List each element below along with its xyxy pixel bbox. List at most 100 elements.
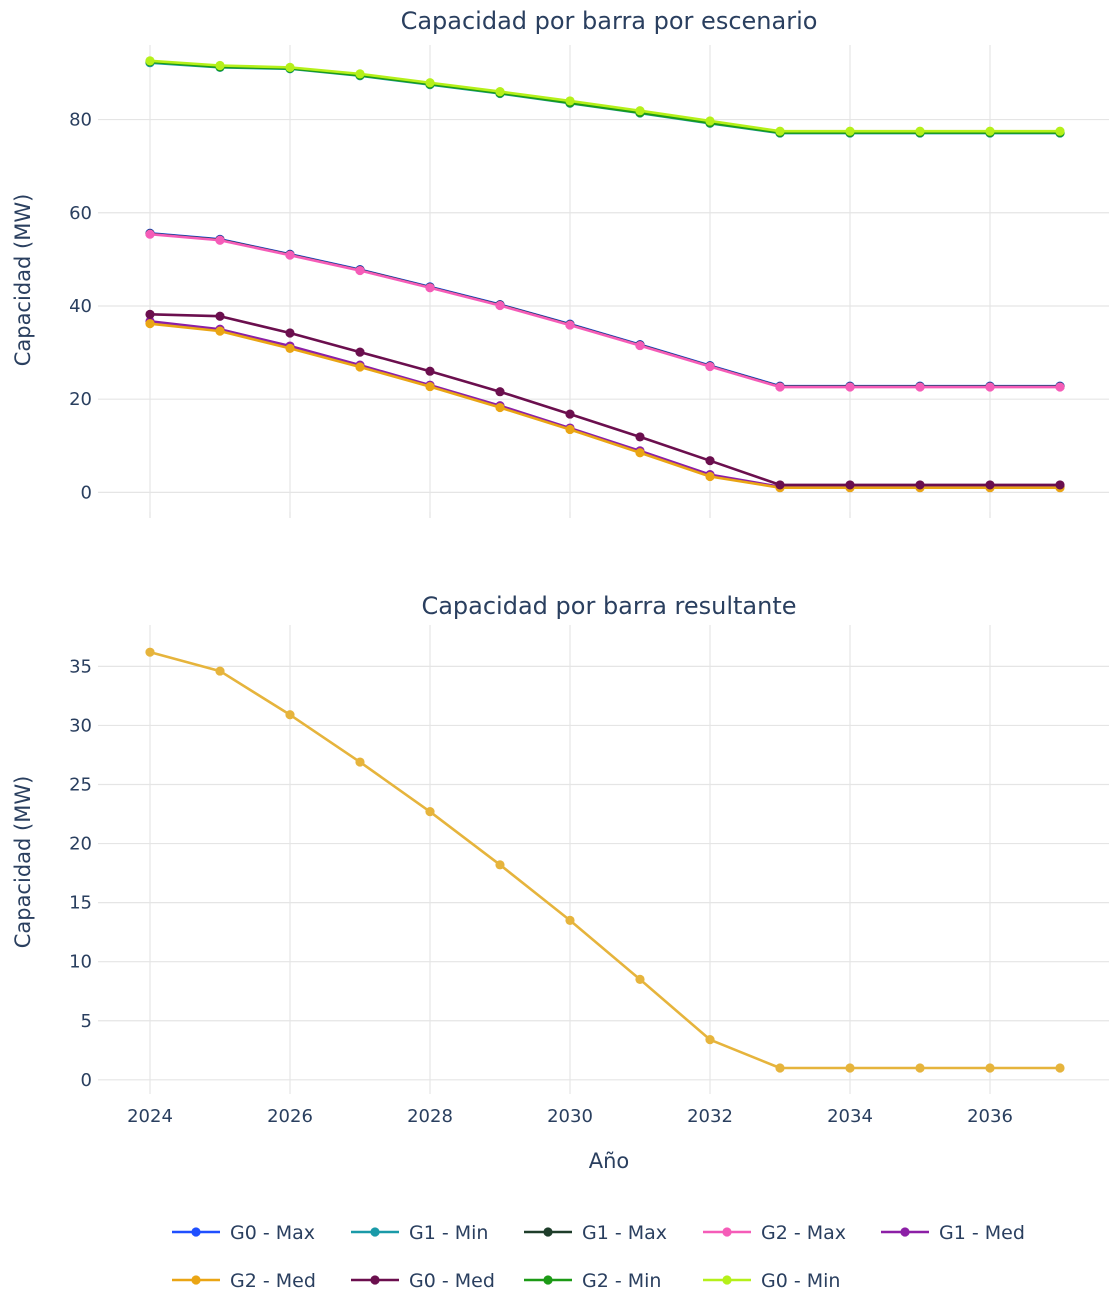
data-point — [635, 432, 645, 442]
y-tick-label: 40 — [69, 296, 92, 317]
data-point — [145, 309, 155, 319]
x-tick-label: 2036 — [967, 1106, 1013, 1127]
data-point — [425, 807, 435, 817]
data-point — [355, 362, 365, 372]
legend-item[interactable]: G0 - Med — [351, 1270, 495, 1292]
legend-item[interactable]: G2 - Min — [524, 1270, 661, 1292]
data-point — [915, 382, 925, 392]
data-point — [985, 382, 995, 392]
data-point — [425, 366, 435, 376]
data-point — [845, 382, 855, 392]
legend-swatch-marker — [191, 1227, 201, 1237]
legend-label: G2 - Max — [761, 1222, 846, 1244]
data-point — [285, 328, 295, 338]
data-point — [565, 915, 575, 925]
legend-label: G2 - Med — [230, 1270, 316, 1292]
x-tick-label: 2026 — [267, 1106, 313, 1127]
y-tick-label: 10 — [69, 952, 92, 973]
legend-swatch-marker — [543, 1275, 553, 1285]
legend-item[interactable]: G2 - Max — [703, 1222, 846, 1244]
legend-item[interactable]: G0 - Min — [703, 1270, 840, 1292]
legend-swatch-marker — [543, 1227, 553, 1237]
data-point — [705, 471, 715, 482]
data-point — [215, 235, 225, 245]
series-line — [149, 59, 1060, 133]
data-point — [775, 480, 785, 490]
data-point — [775, 1063, 785, 1073]
data-point — [845, 1063, 855, 1073]
y-axis-label: Capacidad (MW) — [11, 776, 35, 949]
legend-swatch-marker — [191, 1275, 201, 1285]
legend-item[interactable]: G2 - Med — [172, 1270, 316, 1292]
legend-label: G1 - Med — [939, 1222, 1025, 1244]
chart-scenarios: Capacidad por barra por escenario Capaci… — [11, 7, 1109, 518]
data-point — [285, 343, 295, 353]
data-point — [355, 265, 365, 276]
legend-item[interactable]: G0 - Max — [172, 1222, 315, 1244]
data-point — [985, 480, 995, 490]
legend-label: G0 - Max — [230, 1222, 315, 1244]
series-line — [149, 313, 1060, 487]
y-tick-label: 20 — [69, 834, 92, 855]
data-point — [1055, 1063, 1065, 1073]
data-point — [635, 974, 645, 985]
y-axis-label: Capacidad (MW) — [11, 194, 35, 367]
series-line — [149, 650, 1060, 1070]
x-tick-label: 2034 — [827, 1106, 873, 1127]
data-point — [145, 56, 155, 66]
data-point — [915, 480, 925, 490]
data-point — [145, 319, 155, 329]
data-point — [705, 361, 715, 372]
data-point — [425, 381, 435, 392]
chart-title: Capacidad por barra resultante — [421, 592, 796, 620]
series-line — [149, 322, 1060, 490]
data-point — [215, 311, 225, 321]
data-point — [145, 647, 155, 657]
y-tick-label: 0 — [81, 1070, 92, 1091]
data-point — [985, 1063, 995, 1073]
data-point — [565, 424, 575, 435]
data-point — [565, 96, 575, 106]
x-tick-label: 2028 — [407, 1106, 453, 1127]
x-tick-label: 2032 — [687, 1106, 733, 1127]
data-point — [495, 87, 505, 97]
data-point — [215, 666, 225, 676]
data-point — [915, 1063, 925, 1073]
legend-item[interactable]: G1 - Med — [881, 1222, 1025, 1244]
y-tick-label: 20 — [69, 389, 92, 410]
data-point — [985, 126, 995, 136]
data-point — [565, 320, 575, 330]
legend-label: G1 - Max — [582, 1222, 667, 1244]
legend-swatch-marker — [370, 1275, 380, 1285]
data-point — [635, 106, 645, 116]
y-tick-label: 35 — [69, 656, 92, 677]
x-tick-label: 2024 — [127, 1106, 173, 1127]
y-tick-label: 0 — [81, 482, 92, 503]
data-point — [1055, 126, 1065, 136]
legend-swatch-marker — [900, 1227, 910, 1237]
data-point — [635, 448, 645, 458]
legend-label: G1 - Min — [409, 1222, 488, 1244]
legend-label: G0 - Min — [761, 1270, 840, 1292]
legend-label: G2 - Min — [582, 1270, 661, 1292]
data-point — [845, 480, 855, 490]
data-point — [285, 62, 295, 72]
y-tick-label: 80 — [69, 110, 92, 131]
legend-item[interactable]: G1 - Max — [524, 1222, 667, 1244]
data-point — [355, 757, 365, 767]
data-point — [1055, 382, 1065, 392]
legend: G0 - Max G1 - Min G1 - Max G2 - Max G1 - Med… — [172, 1222, 1025, 1292]
chart-title: Capacidad por barra por escenario — [401, 7, 818, 35]
chart-result: Capacidad por barra resultante Capacidad… — [11, 592, 1109, 1173]
data-point — [285, 710, 295, 720]
data-point — [565, 409, 575, 419]
legend-item[interactable]: G1 - Min — [351, 1222, 488, 1244]
series-line — [149, 60, 1060, 134]
y-tick-label: 60 — [69, 203, 92, 224]
legend-swatch-marker — [722, 1275, 732, 1285]
data-point — [845, 126, 855, 136]
legend-label: G0 - Med — [409, 1270, 495, 1292]
x-axis-label: Año — [589, 1149, 630, 1173]
data-point — [425, 283, 435, 293]
data-point — [705, 1035, 715, 1045]
